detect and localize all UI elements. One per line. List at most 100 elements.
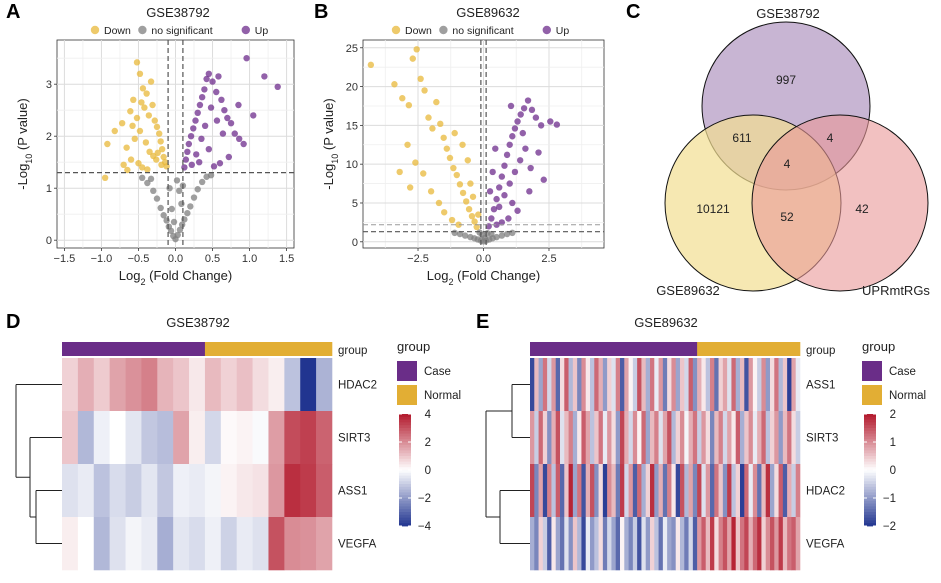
venn-region-1-2: 611 (732, 131, 751, 145)
colorbar-segment (399, 478, 411, 482)
heatmap-cell (731, 358, 737, 412)
colorbar-tick-label: 2 (425, 437, 431, 449)
heatmap-cell (774, 411, 779, 465)
data-point-down (467, 180, 474, 187)
heatmap-cell (740, 464, 745, 518)
colorbar-segment (399, 498, 411, 502)
x-tick-label: 2.5 (541, 253, 556, 265)
colorbar-segment (399, 425, 411, 429)
heatmap-cell (667, 464, 672, 518)
heatmap-cell (594, 464, 599, 518)
colorbar-segment (864, 472, 876, 476)
heatmap-cell (774, 358, 779, 412)
heatmap-cell (611, 517, 617, 571)
heatmap-cell (632, 464, 638, 518)
data-point-up (218, 96, 225, 104)
data-point-up (187, 133, 195, 140)
heatmap-cell (748, 464, 754, 518)
data-point-down (421, 87, 428, 94)
legend-label-1: no significant (151, 25, 212, 37)
data-point-no-significant (184, 209, 191, 217)
data-point-up (227, 120, 235, 127)
colorbar-segment (864, 478, 876, 482)
data-point-up (221, 107, 228, 114)
data-point-up (537, 122, 545, 129)
data-point-up (511, 168, 519, 176)
colorbar-segment (864, 453, 876, 457)
colorbar-segment (399, 444, 411, 448)
heatmap-cell (568, 517, 574, 571)
heatmap-cell (77, 517, 95, 571)
heatmap-cell (284, 464, 301, 518)
heatmap-cell (585, 411, 591, 465)
heatmap-cell (782, 517, 788, 571)
heatmap-cell (560, 411, 565, 465)
colorbar-segment (399, 419, 411, 423)
data-point-up (516, 157, 524, 164)
heatmap-cell (628, 358, 634, 412)
heatmap-cell (722, 358, 728, 412)
heatmap-cell (204, 517, 222, 571)
heatmap-cell (744, 411, 749, 465)
heatmap-cell (157, 358, 174, 412)
heatmap-cell (765, 464, 771, 518)
heatmap-cell (671, 464, 677, 518)
heatmap-cell (547, 464, 552, 518)
heatmap-cell (551, 464, 557, 518)
data-point-down (143, 90, 150, 97)
colorbar-segment (399, 514, 411, 518)
data-point-down (405, 101, 413, 109)
heatmap-cell (624, 411, 629, 465)
heatmap-cell (735, 464, 741, 518)
data-point-down (111, 127, 118, 135)
heatmap-cell (173, 358, 190, 412)
data-point-down (127, 156, 135, 163)
heatmap-title: GSE38792 (166, 315, 230, 330)
heatmap-cell (727, 464, 732, 518)
data-point-down (459, 141, 466, 148)
colorbar-segment (399, 503, 411, 507)
colorbar-segment (864, 447, 876, 451)
data-point-no-significant (174, 231, 181, 239)
heatmap-cell (714, 464, 719, 518)
colorbar-tick-label: −2 (883, 521, 896, 533)
colorbar-segment (399, 467, 411, 471)
heatmap-cell (62, 411, 79, 465)
heatmap-cell (757, 517, 762, 571)
data-point-up (193, 151, 200, 158)
heatmap-cell (62, 358, 79, 412)
group-legend-swatch-normal (862, 385, 882, 405)
colorbar-segment (864, 498, 876, 502)
data-point-up (182, 156, 190, 163)
heatmap-cell (590, 358, 595, 412)
data-point-down (440, 134, 447, 141)
data-point-down (133, 114, 141, 122)
colorbar-tick-label: 1 (890, 437, 896, 449)
heatmap-cell (594, 358, 599, 412)
heatmap-cell (220, 358, 238, 412)
row-label-vegfa: VEGFA (338, 539, 377, 551)
heatmap-cell (542, 358, 548, 412)
heatmap-cell (560, 358, 565, 412)
heatmap-cell (795, 464, 801, 518)
colorbar-segment (399, 414, 411, 418)
heatmap-cell (615, 358, 621, 412)
data-point-down (437, 120, 444, 128)
group-legend-swatch-normal (397, 385, 417, 405)
colorbar-segment (399, 475, 411, 479)
data-point-down (158, 146, 166, 153)
data-point-down (130, 96, 137, 104)
data-point-no-significant (488, 230, 495, 238)
data-point-up (216, 160, 224, 167)
colorbar-segment (399, 416, 411, 420)
heatmap-cell (710, 464, 715, 518)
group-bar-case (62, 342, 206, 356)
heatmap-cell (654, 464, 659, 518)
data-point-down (147, 78, 155, 85)
group-legend-label-case: Case (424, 366, 451, 378)
data-point-down (136, 70, 144, 78)
data-point-no-significant (173, 177, 181, 184)
heatmap-cell (284, 517, 301, 571)
heatmap-cell (598, 517, 604, 571)
heatmap-cell (581, 358, 587, 412)
